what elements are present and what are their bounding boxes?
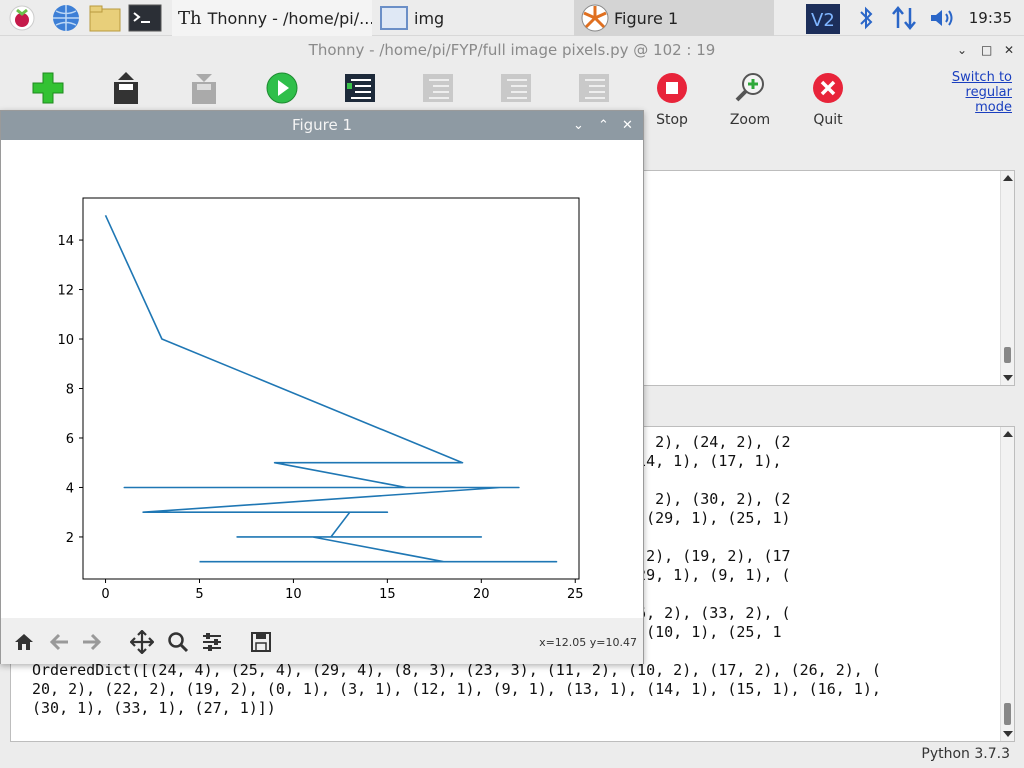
terminal-icon[interactable] (128, 4, 162, 32)
zoom-button[interactable]: Zoom (720, 64, 780, 128)
x-tick-label: 5 (195, 587, 203, 602)
matplotlib-icon (581, 4, 609, 32)
load-icon (108, 70, 144, 106)
task-label: Figure 1 (614, 8, 679, 28)
raspberry-menu-icon[interactable] (6, 4, 38, 32)
scroll-thumb[interactable] (1004, 703, 1011, 725)
network-icon[interactable] (890, 4, 918, 32)
task-thonny[interactable]: Th Thonny - /home/pi/... (172, 0, 372, 36)
shell-line: 20, 2), (22, 2), (19, 2), (0, 1), (3, 1)… (32, 680, 881, 698)
maximize-icon[interactable]: ⌃ (598, 118, 609, 133)
y-tick-label: 4 (66, 481, 74, 496)
thonny-app-icon: Th (178, 7, 202, 29)
stop-button[interactable]: Stop (642, 64, 702, 128)
new-icon (30, 70, 66, 106)
file-manager-icon[interactable] (88, 4, 122, 32)
y-tick-label: 12 (57, 284, 74, 299)
step-over-button[interactable] (408, 64, 468, 112)
x-tick-label: 25 (567, 587, 584, 602)
zoom-rect-icon[interactable] (165, 629, 191, 655)
window-icon (380, 6, 408, 30)
forward-icon[interactable] (79, 629, 105, 655)
step-over-icon (420, 70, 456, 106)
bluetooth-icon[interactable] (856, 4, 876, 32)
run-icon (264, 70, 300, 106)
vnc-icon[interactable]: V2 (806, 4, 840, 34)
debug-icon (342, 70, 378, 106)
taskbar: Th Thonny - /home/pi/... img Figure 1 V2… (0, 0, 1024, 36)
maximize-icon[interactable]: □ (981, 43, 993, 57)
status-bar: Python 3.7.3 (921, 746, 1010, 762)
run-button[interactable] (252, 64, 312, 112)
plot-area (82, 197, 580, 580)
series-line (104, 214, 558, 563)
task-img[interactable]: img (374, 0, 574, 36)
volume-icon[interactable] (928, 4, 958, 32)
task-label: img (414, 8, 445, 28)
scroll-up-icon[interactable] (1003, 431, 1013, 437)
home-icon[interactable] (11, 629, 37, 655)
svg-text:V2: V2 (811, 10, 835, 31)
cursor-coords: x=12.05 y=10.47 (539, 636, 637, 649)
zoom-icon (732, 70, 768, 106)
save-button[interactable] (174, 64, 234, 112)
thonny-title: Thonny - /home/pi/FYP/full image pixels.… (308, 41, 716, 59)
save-figure-icon[interactable] (248, 629, 274, 655)
load-button[interactable] (96, 64, 156, 112)
stop-icon (654, 70, 690, 106)
step-out-button[interactable] (564, 64, 624, 112)
step-into-icon (498, 70, 534, 106)
x-tick-label: 0 (101, 587, 109, 602)
configure-icon[interactable] (199, 629, 225, 655)
scroll-thumb[interactable] (1004, 347, 1011, 363)
switch-mode-link[interactable]: Switch to regular mode (951, 70, 1012, 115)
scroll-up-icon[interactable] (1003, 175, 1013, 181)
quit-button[interactable]: Quit (798, 64, 858, 128)
step-into-button[interactable] (486, 64, 546, 112)
code-editor[interactable] (600, 170, 1015, 386)
new-button[interactable] (18, 64, 78, 112)
task-figure[interactable]: Figure 1 (574, 0, 774, 36)
figure-window[interactable]: Figure 1 ⌄ ⌃ ✕ 0 5 10 15 20 25 2 4 6 8 10 12 14 x=12… (0, 110, 644, 664)
debug-button[interactable] (330, 64, 390, 112)
shell-line: OrderedDict([(24, 4), (25, 4), (29, 4), … (32, 661, 881, 679)
y-tick-label: 8 (66, 383, 74, 398)
thonny-toolbar: Stop Zoom Quit (0, 64, 1024, 148)
close-icon[interactable]: ✕ (1004, 43, 1015, 57)
minimize-icon[interactable]: ⌄ (957, 43, 968, 57)
figure-title: Figure 1 (1, 111, 643, 140)
y-tick-label: 6 (66, 432, 74, 447)
y-tick-label: 2 (66, 531, 74, 546)
minimize-icon[interactable]: ⌄ (573, 118, 584, 133)
figure-navbar: x=12.05 y=10.47 (1, 618, 643, 664)
y-tick-label: 14 (57, 234, 74, 249)
clock[interactable]: 19:35 (968, 9, 1012, 27)
x-tick-label: 20 (473, 587, 490, 602)
shell-scrollbar[interactable] (1000, 427, 1014, 741)
quit-icon (810, 70, 846, 106)
save-icon (186, 70, 222, 106)
pan-icon[interactable] (129, 629, 155, 655)
close-icon[interactable]: ✕ (622, 118, 633, 133)
y-tick-label: 10 (57, 333, 74, 348)
task-label: Thonny - /home/pi/... (207, 8, 372, 28)
step-out-icon (576, 70, 612, 106)
web-browser-icon[interactable] (50, 4, 82, 32)
shell-line: (30, 1), (33, 1), (27, 1)]) (32, 699, 276, 717)
x-tick-label: 15 (379, 587, 396, 602)
x-tick-label: 10 (285, 587, 302, 602)
editor-scrollbar[interactable] (1000, 171, 1014, 385)
line-chart[interactable]: 0 5 10 15 20 25 2 4 6 8 10 12 14 (1, 140, 643, 618)
scroll-down-icon[interactable] (1003, 375, 1013, 381)
scroll-down-icon[interactable] (1003, 731, 1013, 737)
back-icon[interactable] (46, 629, 72, 655)
